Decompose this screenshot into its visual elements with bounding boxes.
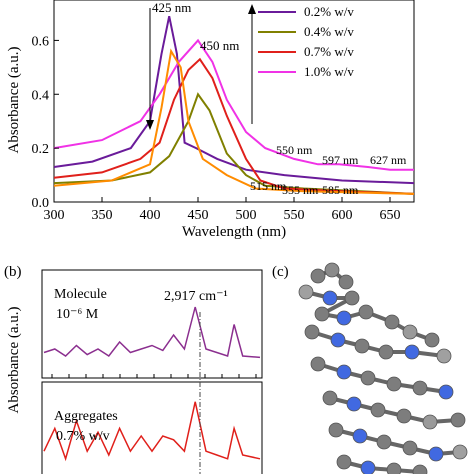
panel-b-top-text-1: 10⁻⁶ M <box>56 307 99 322</box>
annotation-585nm: 585 nm <box>322 183 359 197</box>
molecule-atom <box>424 332 440 348</box>
panel-a-ticks: 300 350 400 450 500 550 600 650 0.0 0.2 0.4 0.6 <box>32 34 401 223</box>
molecule-atom <box>314 306 330 322</box>
molecule-atom <box>336 454 352 470</box>
molecule-atom <box>402 440 418 456</box>
molecule-atom <box>370 402 386 418</box>
molecule-atom <box>310 356 326 372</box>
molecule-atom <box>376 434 392 450</box>
annotation-450nm: 450 nm <box>200 38 239 53</box>
molecule-atom <box>360 370 376 386</box>
molecule-atom <box>346 396 362 412</box>
molecule-atom <box>396 408 412 424</box>
annotation-425nm: 425 nm <box>152 0 191 15</box>
molecule-atom <box>428 446 444 462</box>
x-tick-label-3: 450 <box>188 208 209 223</box>
molecule-atom <box>336 364 352 380</box>
molecule-atom <box>324 262 340 278</box>
panel-b-series <box>43 306 261 462</box>
series-line-0 <box>53 15 415 185</box>
molecule-atom <box>352 428 368 444</box>
panel-b-bottom-text-1: 0.7% w/v <box>56 429 110 444</box>
panel-b-series-line-1 <box>43 401 261 462</box>
molecule-atom <box>304 324 320 340</box>
annotation-597nm: 597 nm <box>322 153 359 167</box>
panel-a: 300 350 400 450 500 550 600 650 0.0 0.2 0.4 0.6 Abs… <box>6 0 415 240</box>
x-tick-label-7: 650 <box>380 208 401 223</box>
annotation-627nm: 627 nm <box>370 153 407 167</box>
panel-a-y-axis-label: Absorbance (a.u.) <box>6 46 22 153</box>
molecule-structure-image <box>298 262 468 474</box>
arrow-up-head <box>248 4 256 14</box>
molecule-atom <box>336 310 352 326</box>
molecule-atom <box>412 464 428 474</box>
molecule-atom <box>298 284 314 300</box>
molecule-atom <box>450 412 466 428</box>
panel-a-x-axis-label: Wavelength (nm) <box>182 224 286 240</box>
panel-b-label: (b) <box>4 264 22 280</box>
molecule-atom <box>322 390 338 406</box>
annotation-515nm: 515 nm <box>250 179 287 193</box>
arrow-down-head <box>146 120 154 130</box>
molecule-atom <box>378 344 394 360</box>
panel-b-top-frame <box>41 269 263 379</box>
molecule-atom <box>422 414 438 430</box>
molecule-atom <box>436 348 452 364</box>
panel-b-top-text-0: Molecule <box>54 287 107 302</box>
panel-b-bottom-frame <box>41 381 263 474</box>
panel-b-bottom-text-0: Aggregates <box>54 409 118 424</box>
panel-b: (b) Absorbance (a.u.) Molecule 10⁻⁶ M 2,… <box>4 264 263 474</box>
molecule-atom <box>438 384 454 400</box>
x-tick-label-4: 500 <box>236 208 257 223</box>
panel-a-legend: 0.2% w/v 0.4% w/v 0.7% w/v 1.0% w/v <box>258 4 354 79</box>
legend-label-1: 0.4% w/v <box>304 24 354 39</box>
x-tick-label-5: 550 <box>284 208 305 223</box>
molecule-atom <box>328 422 344 438</box>
molecule-atom <box>386 462 402 474</box>
molecule-atom <box>330 332 346 348</box>
y-tick-label-1: 0.2 <box>32 142 50 157</box>
molecule-atom <box>402 324 418 340</box>
molecule-atom <box>360 460 376 474</box>
series-line-4 <box>53 48 415 195</box>
molecule-atom <box>344 290 360 306</box>
x-tick-label-1: 350 <box>92 208 113 223</box>
series-line-2 <box>53 57 415 195</box>
panel-b-series-line-0 <box>43 306 261 359</box>
molecule-atom <box>386 376 402 392</box>
panel-b-ticks <box>51 374 257 378</box>
x-tick-label-2: 400 <box>140 208 161 223</box>
panel-a-frame <box>53 0 415 203</box>
molecule-atom <box>404 344 420 360</box>
annotation-550nm: 550 nm <box>276 143 313 157</box>
legend-label-3: 1.0% w/v <box>304 64 354 79</box>
y-tick-label-3: 0.6 <box>32 34 50 49</box>
y-tick-label-0: 0.0 <box>32 196 50 211</box>
molecule-atom <box>412 380 428 396</box>
panel-c-label: (c) <box>272 264 289 280</box>
legend-label-2: 0.7% w/v <box>304 44 354 59</box>
molecule-atom <box>338 274 354 290</box>
molecule-atom <box>452 444 468 460</box>
molecule-atom <box>322 290 338 306</box>
x-tick-label-6: 600 <box>332 208 353 223</box>
molecule-atom <box>358 304 374 320</box>
panel-b-peak-label: 2,917 cm⁻¹ <box>164 289 228 304</box>
series-line-3 <box>53 38 414 171</box>
molecule-atom <box>354 338 370 354</box>
molecule-atom <box>310 268 326 284</box>
legend-label-0: 0.2% w/v <box>304 4 354 19</box>
x-tick-label-0: 300 <box>44 208 65 223</box>
annotation-555nm: 555 nm <box>282 183 319 197</box>
panel-b-y-axis-label: Absorbance (a.u.) <box>6 306 22 413</box>
y-tick-label-2: 0.4 <box>32 88 50 103</box>
molecule-atom <box>384 314 400 330</box>
panel-c: (c) <box>272 262 468 474</box>
